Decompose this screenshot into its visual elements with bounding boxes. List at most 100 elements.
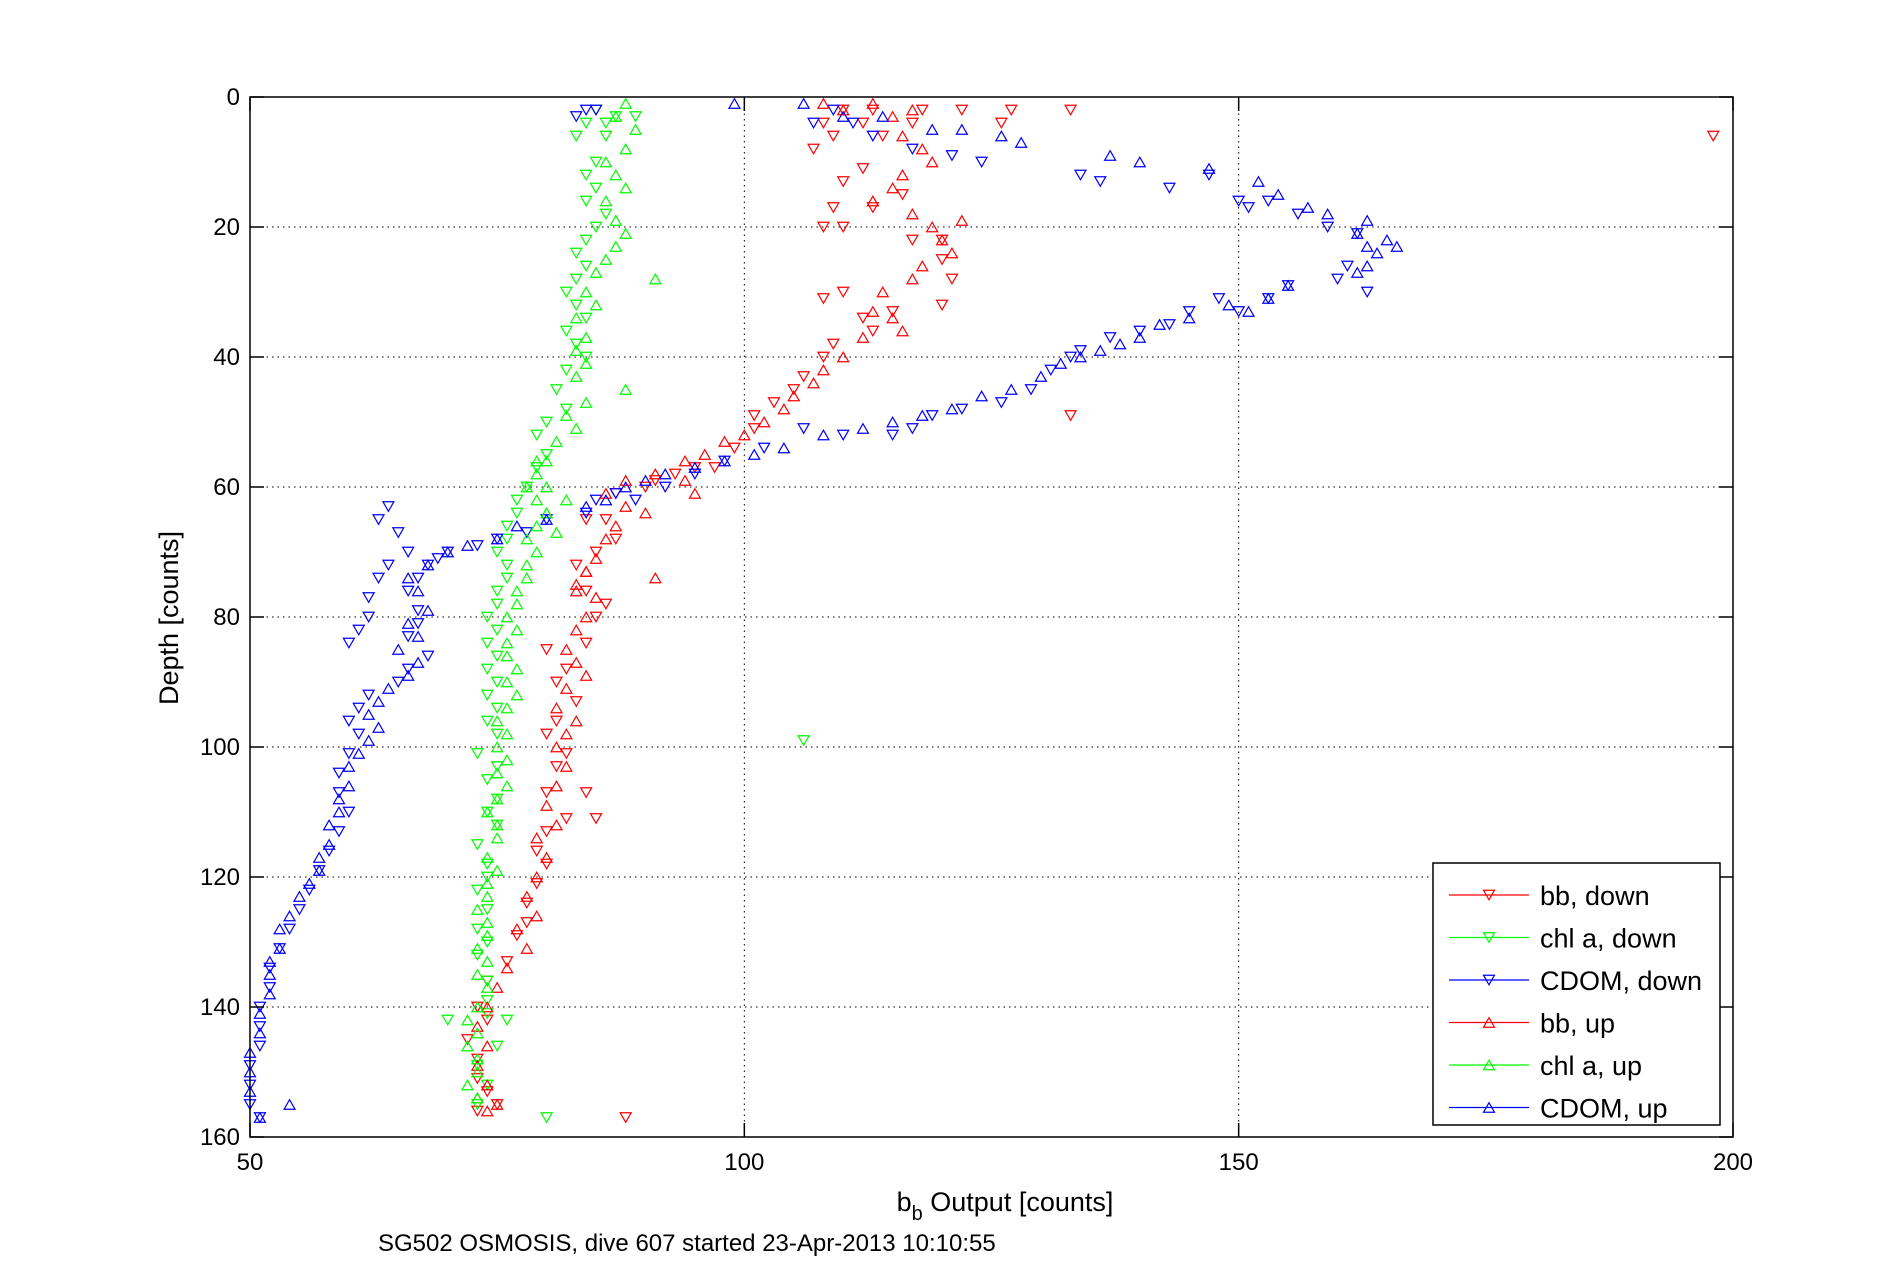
data-point [1093,344,1107,356]
data-point [352,747,366,759]
data-point [480,1086,494,1098]
data-point [1004,104,1018,116]
data-point [263,955,277,967]
data-point [421,559,435,571]
data-point [480,689,494,701]
data-point [283,910,297,922]
data-point [1340,260,1354,272]
data-point [648,572,662,584]
data-point [312,851,326,863]
data-point [500,650,514,662]
data-point [1044,364,1058,376]
data-point [510,507,524,519]
data-point [480,1105,494,1117]
axis-ticks [249,96,1734,1138]
data-point [589,266,603,278]
y-tick-label: 40 [213,344,240,371]
data-point [1380,234,1394,246]
data-point [678,474,692,486]
data-point [1281,279,1295,291]
data-point [589,611,603,623]
data-point [579,585,593,597]
data-point [470,884,484,896]
data-point [480,904,494,916]
data-point [549,741,564,753]
data-point [263,982,277,994]
data-point [599,130,613,142]
data-point [500,728,514,740]
data-point [895,130,910,142]
data-point [599,156,613,168]
data-point [302,884,316,896]
data-point [579,396,593,408]
data-point [609,240,623,252]
data-point [747,448,761,460]
data-point [470,923,484,935]
data-point [886,110,900,122]
data-point [253,1111,267,1123]
data-point [1360,240,1374,252]
data-point [283,923,297,935]
data-point [579,195,593,207]
data-point [263,962,277,974]
data-point [490,650,504,662]
data-point [322,845,336,857]
data-point [836,176,850,188]
data-point [1133,331,1147,343]
data-point [540,481,554,493]
data-point [1390,240,1404,252]
data-point [579,351,593,363]
data-point [480,871,494,883]
y-tick-label: 140 [200,994,240,1021]
data-point [559,364,573,376]
data-point [332,787,346,799]
data-point [886,312,900,324]
data-point [540,416,554,428]
data-point [332,793,346,805]
data-point [658,481,672,493]
data-point [1261,195,1275,207]
data-point [816,117,830,129]
data-point [401,669,415,681]
data-point [816,221,830,233]
data-point [540,644,554,656]
data-point [579,500,593,512]
data-point [569,696,583,708]
data-point [994,397,1008,409]
data-point [1103,332,1117,344]
data-point [381,559,395,571]
data-point [569,585,583,597]
data-point [866,202,880,214]
data-point [994,117,1008,129]
data-point [1133,156,1147,168]
data-point [836,104,850,116]
data-point [470,1059,484,1071]
data-point [500,611,514,623]
data-point [1073,169,1088,181]
data-point [658,468,672,480]
data-point [619,481,633,493]
x-axis-label-rest: Output [counts] [923,1187,1114,1217]
data-point [470,1001,484,1013]
data-point [589,591,603,603]
data-point [470,1053,484,1065]
data-point [559,286,573,298]
data-point [559,728,573,740]
data-point [1182,306,1196,318]
data-point [253,1007,267,1019]
data-point [579,787,593,799]
data-point [609,110,623,122]
data-point [362,689,376,701]
data-point [876,286,890,298]
data-point [905,117,919,129]
data-point [925,410,939,422]
data-point [1182,312,1196,324]
data-point [619,1112,633,1124]
data-point [480,1079,494,1091]
data-point [955,214,969,226]
data-point [579,104,593,116]
legend-label: chl a, down [1540,924,1677,954]
data-point [886,429,900,441]
data-point [480,806,494,818]
data-point [371,695,386,707]
